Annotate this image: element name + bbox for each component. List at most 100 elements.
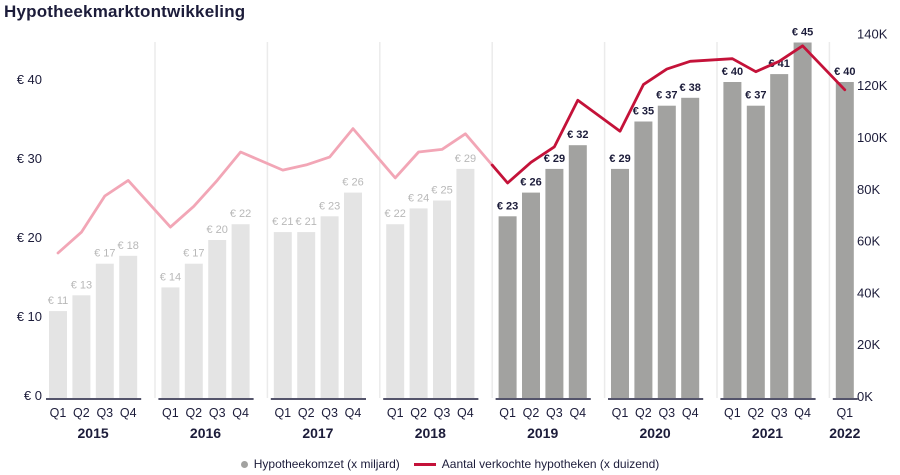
bar-value-label: € 41 bbox=[768, 58, 789, 70]
quarter-label: Q1 bbox=[499, 406, 516, 420]
revenue-bar bbox=[95, 263, 114, 398]
revenue-bar bbox=[208, 240, 227, 398]
bar-value-label: € 17 bbox=[94, 248, 115, 260]
bar-value-label: € 14 bbox=[160, 271, 181, 283]
quarter-label: Q1 bbox=[162, 406, 179, 420]
legend-item-mortgages-sold: Aantal verkochte hypotheken (x duizend) bbox=[413, 457, 660, 471]
revenue-bar bbox=[184, 263, 203, 398]
revenue-bar bbox=[681, 97, 700, 399]
revenue-bar bbox=[433, 200, 451, 398]
revenue-bar bbox=[386, 224, 405, 398]
revenue-bar bbox=[119, 255, 138, 398]
bar-value-label: € 45 bbox=[792, 27, 813, 39]
line-series-label: Aantal verkochte hypotheken (x duizend) bbox=[441, 457, 660, 471]
right-axis-tick-label: 40K bbox=[857, 285, 880, 300]
bar-value-label: € 23 bbox=[497, 200, 518, 212]
legend-item-revenue: Hypotheekomzet (x miljard) bbox=[240, 457, 400, 471]
revenue-bar bbox=[657, 105, 676, 398]
quarter-label: Q1 bbox=[836, 406, 853, 420]
quarter-label: Q1 bbox=[387, 406, 404, 420]
chart-legend: Hypotheekomzet (x miljard) Aantal verkoc… bbox=[0, 457, 900, 471]
quarter-label: Q2 bbox=[73, 406, 90, 420]
bar-value-label: € 21 bbox=[295, 216, 316, 228]
bar-value-label: € 32 bbox=[567, 129, 588, 141]
right-axis-tick-label: 0K bbox=[857, 389, 873, 404]
quarter-label: Q4 bbox=[569, 406, 586, 420]
quarter-label: Q2 bbox=[410, 406, 427, 420]
year-label: 2018 bbox=[415, 425, 446, 441]
revenue-bar bbox=[344, 192, 362, 398]
bar-value-label: € 18 bbox=[117, 240, 138, 252]
revenue-bar bbox=[793, 42, 812, 398]
quarter-label: Q4 bbox=[794, 406, 811, 420]
quarter-label: Q4 bbox=[457, 406, 474, 420]
revenue-bar bbox=[634, 121, 653, 398]
bar-value-label: € 21 bbox=[272, 216, 293, 228]
revenue-bar bbox=[545, 168, 564, 398]
quarter-label: Q1 bbox=[274, 406, 291, 420]
bar-value-label: € 11 bbox=[48, 295, 69, 307]
bar-value-label: € 29 bbox=[544, 153, 565, 165]
revenue-bar bbox=[297, 232, 316, 398]
right-axis-tick-label: 20K bbox=[857, 337, 880, 352]
revenue-bar bbox=[72, 295, 91, 398]
bar-value-label: € 22 bbox=[230, 208, 251, 220]
revenue-bar bbox=[835, 82, 854, 398]
revenue-bar bbox=[568, 145, 587, 398]
revenue-bar bbox=[611, 168, 629, 398]
bar-value-label: € 22 bbox=[384, 208, 405, 220]
left-axis-tick-label: € 40 bbox=[17, 72, 42, 87]
quarter-label: Q2 bbox=[635, 406, 652, 420]
bar-value-label: € 26 bbox=[342, 177, 363, 189]
revenue-bar bbox=[273, 232, 292, 398]
quarter-label: Q2 bbox=[298, 406, 315, 420]
mortgage-chart-canvas: € 11€ 13€ 17€ 18€ 14€ 17€ 20€ 22€ 21 € 21… bbox=[17, 26, 888, 441]
year-label: 2017 bbox=[302, 425, 333, 441]
quarter-label: Q1 bbox=[724, 406, 741, 420]
revenue-bar bbox=[49, 311, 67, 398]
quarter-label: Q4 bbox=[345, 406, 362, 420]
revenue-bar bbox=[320, 216, 339, 398]
right-axis-tick-label: 120K bbox=[857, 78, 888, 93]
bar-value-label: € 29 bbox=[455, 153, 476, 165]
quarter-label: Q4 bbox=[232, 406, 249, 420]
revenue-bar bbox=[409, 208, 428, 398]
bar-value-label: € 37 bbox=[745, 90, 766, 102]
year-label: 2020 bbox=[640, 425, 671, 441]
bar-value-label: € 17 bbox=[183, 248, 204, 260]
quarter-label: Q3 bbox=[546, 406, 563, 420]
bar-value-label: € 38 bbox=[679, 82, 700, 94]
bar-value-label: € 40 bbox=[722, 66, 743, 78]
bar-value-label: € 25 bbox=[431, 185, 452, 197]
right-axis-tick-label: 60K bbox=[857, 234, 880, 249]
quarter-label: Q3 bbox=[658, 406, 675, 420]
quarter-label: Q3 bbox=[96, 406, 113, 420]
revenue-bar bbox=[746, 105, 765, 398]
bar-value-label: € 40 bbox=[834, 66, 855, 78]
revenue-bar bbox=[456, 168, 475, 398]
quarter-label: Q2 bbox=[185, 406, 202, 420]
quarter-label: Q2 bbox=[747, 406, 764, 420]
year-label: 2019 bbox=[527, 425, 558, 441]
bar-value-label: € 37 bbox=[656, 90, 677, 102]
right-axis-tick-label: 80K bbox=[857, 182, 880, 197]
revenue-bar bbox=[231, 224, 250, 398]
quarter-label: Q3 bbox=[321, 406, 338, 420]
right-axis-tick-label: 100K bbox=[857, 130, 888, 145]
left-axis-tick-label: € 0 bbox=[24, 388, 42, 403]
revenue-bar bbox=[723, 82, 742, 398]
quarter-label: Q3 bbox=[209, 406, 226, 420]
revenue-bar bbox=[770, 74, 789, 398]
quarter-label: Q1 bbox=[50, 406, 67, 420]
bar-value-label: € 35 bbox=[633, 106, 654, 118]
bar-value-label: € 26 bbox=[520, 177, 541, 189]
year-label: 2021 bbox=[752, 425, 783, 441]
chart-title: Hypotheekmarktontwikkeling bbox=[4, 2, 246, 21]
bar-series-dot-icon bbox=[240, 460, 248, 468]
bar-series-label: Hypotheekomzet (x miljard) bbox=[253, 457, 400, 471]
left-axis-tick-label: € 10 bbox=[17, 309, 42, 324]
mortgages-sold-line-recent bbox=[490, 44, 847, 185]
left-axis-tick-label: € 30 bbox=[17, 151, 42, 166]
revenue-bar bbox=[498, 216, 517, 398]
